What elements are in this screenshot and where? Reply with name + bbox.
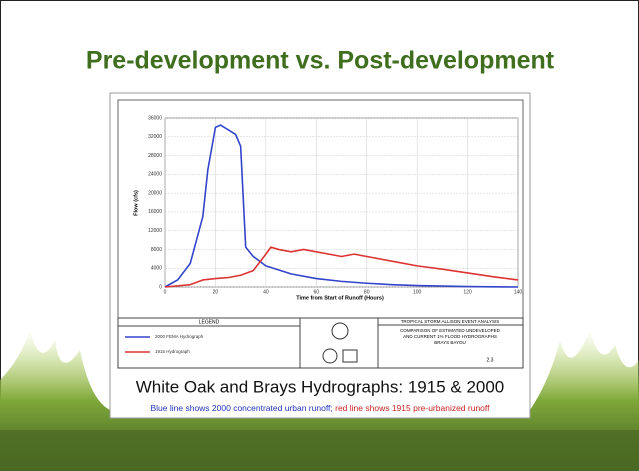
x-tick-label: 120 (463, 289, 472, 295)
x-tick-label: 0 (164, 289, 167, 295)
x-tick-label: 100 (413, 289, 422, 295)
note: Blue line shows 2000 concentrated urban … (151, 403, 491, 413)
y-tick-label: 8000 (151, 247, 162, 253)
y-tick-label: 12000 (148, 228, 162, 234)
y-tick-label: 20000 (148, 190, 162, 196)
y-tick-label: 24000 (148, 172, 162, 178)
plot-area (165, 118, 518, 287)
x-tick-label: 60 (314, 289, 320, 295)
logo (343, 350, 357, 362)
slide-title: Pre-development vs. Post-development (86, 47, 555, 75)
title-block-text: BRAYS BAYOU (434, 340, 466, 345)
x-tick-label: 20 (213, 289, 219, 295)
legend-label: 2000 FEMA Hydrograph (155, 334, 204, 339)
x-tick-label: 40 (263, 289, 269, 295)
ground-decoration (0, 430, 639, 471)
x-tick-label: 80 (364, 289, 370, 295)
x-tick-label: 140 (514, 289, 523, 295)
legend-title: LEGEND (199, 319, 220, 325)
y-tick-label: 36000 (148, 115, 162, 121)
logo (332, 323, 348, 339)
y-axis-label: Flow (cfs) (133, 190, 139, 216)
caption: White Oak and Brays Hydrographs: 1915 & … (136, 377, 505, 396)
title-block-text: COMPARISON OF ESTIMATED UNDEVELOPED (400, 328, 501, 333)
blue-note: Blue line shows 2000 concentrated urban … (151, 403, 333, 413)
red-note: red line shows 1915 pre-urbanized runoff (335, 403, 490, 413)
title-block-heading: TROPICAL STORM ALLISON EVENT ANALYSIS (401, 319, 500, 324)
figure-number: 2.3 (487, 357, 494, 363)
y-tick-label: 16000 (148, 209, 162, 215)
title-block-text: AND CURRENT 1% FLOOD HYDROGRAPHS (403, 334, 497, 339)
y-tick-label: 0 (159, 284, 162, 290)
y-tick-label: 4000 (151, 266, 162, 272)
y-tick-label: 32000 (148, 134, 162, 140)
y-tick-label: 28000 (148, 153, 162, 159)
x-axis-label: Time from Start of Runoff (Hours) (296, 295, 384, 301)
slide: Pre-development vs. Post-development LEG… (0, 0, 639, 471)
legend-label: 1915 Hydrograph (155, 349, 190, 354)
logo (323, 349, 337, 363)
